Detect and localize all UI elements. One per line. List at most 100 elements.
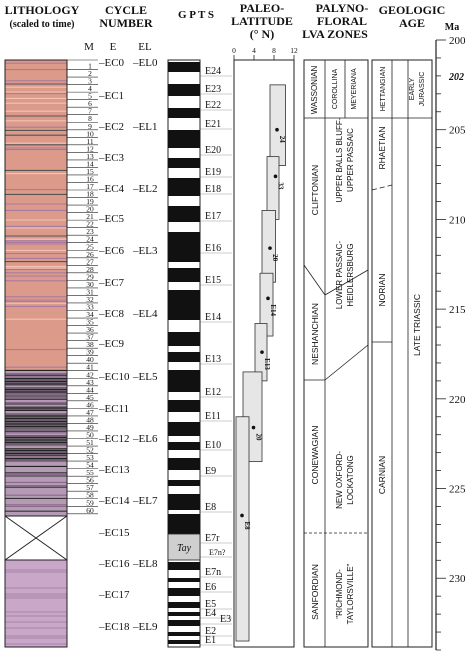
zone-richmond-2: TAYLORSVILLE": [346, 563, 355, 624]
paleolat-header-1: PALEO-: [240, 1, 284, 15]
e-cycle-label: –EC10: [98, 371, 130, 383]
cycle-number-label: 8: [88, 114, 92, 123]
ma-tick-label: 225: [449, 484, 465, 496]
paleolat-point: [268, 246, 272, 250]
gpts-chron-label: E21: [205, 119, 221, 130]
cycle-number-label: 33: [86, 302, 94, 311]
cycle-number-label: 50: [86, 431, 94, 440]
lithology-frame: [4, 59, 68, 648]
normal-polarity-bar: [168, 494, 200, 510]
gpts-chron-label: E18: [205, 184, 221, 195]
gpts-chron-label: E12: [205, 387, 221, 398]
normal-polarity-bar: [168, 612, 200, 616]
lithology-gap-cross-2: [4, 515, 68, 561]
gpts-chron-label: E2: [205, 626, 216, 637]
zone-lower-passaic-2: HEIDLERSBURG: [346, 243, 355, 306]
paleolat-error-box: [261, 210, 276, 283]
cycle-number-label: 12: [86, 144, 94, 153]
normal-polarity-bar: [168, 588, 200, 596]
paleolat-point-label: 20: [255, 434, 263, 442]
cycle-number-label: 60: [86, 506, 94, 515]
zone-cliftonian: CLIFTONIAN: [310, 165, 320, 215]
paleolat-tick-label: 0: [232, 46, 236, 55]
gpts-chron-label: E23: [205, 84, 221, 95]
cycle-number-label: 46: [86, 400, 94, 409]
cycle-number-label: 11: [86, 137, 93, 146]
cycle-number-label: 52: [86, 446, 94, 455]
gpts-chron-label: E9: [205, 466, 216, 477]
paleolat-point: [273, 174, 278, 179]
zone-new-oxford-1: NEW OXFORD-: [335, 451, 344, 509]
geologic-subheader: AGE: [399, 16, 425, 30]
el-cycle-labels: –EL0 –EL1 –EL2 –EL3 –EL4 –EL5 –EL6 –EL7 –EL8 –EL9: [132, 57, 158, 633]
cycle-number-label: 27: [86, 257, 94, 266]
gpts-chron-label: E14: [205, 312, 221, 323]
geologic-header: GEOLOGIC: [379, 3, 446, 17]
normal-polarity-bar: [168, 442, 200, 450]
paleolat-point-label: 20: [271, 254, 279, 262]
paleolat-header-3: (° N): [250, 27, 274, 41]
epoch-early-2: JURASSIC: [419, 72, 426, 107]
cycle-number-label: 45: [86, 393, 94, 402]
cycle-number-label: 18: [86, 190, 94, 199]
lithology-purple-base: [5, 370, 67, 516]
el-cycle-label: –EL5: [132, 371, 158, 383]
gpts-polarity-bars: [168, 62, 200, 644]
gpts-chron-label: E24: [205, 66, 221, 77]
e-cycle-label: –EC14: [98, 495, 130, 507]
e-cycle-label: –EC7: [98, 277, 125, 289]
cycle-number-label: 49: [86, 423, 94, 432]
cycle-number-label: 39: [86, 348, 94, 357]
cycle-number-label: 4: [88, 84, 92, 93]
cycle-number-label: 44: [86, 385, 94, 394]
cycle-number-label: 16: [86, 174, 94, 183]
lithology-header: LITHOLOGY: [5, 3, 80, 17]
gpts-chron-label: E13: [205, 354, 221, 365]
cycle-number-label: 32: [86, 295, 94, 304]
normal-polarity-bar: [168, 422, 200, 436]
normal-polarity-bar: [168, 400, 200, 412]
ma-tick-label: 200: [449, 35, 465, 47]
normal-polarity-bar: [168, 332, 200, 346]
e-cycle-label: –EC5: [98, 213, 125, 225]
ma-tick-label: 202: [448, 72, 464, 83]
palyno-bound-1a: [303, 264, 326, 296]
normal-polarity-bar: [168, 602, 200, 608]
gpts-chron-label: E8: [205, 502, 216, 513]
cycle-number-column: 1234567891011121314151617181920212223242…: [67, 59, 98, 515]
cycle-number-label: 20: [86, 205, 94, 214]
geo-rhaetian-norian: [371, 184, 393, 191]
paleolat-header-2: LATITUDE: [231, 14, 293, 28]
normal-polarity-bar: [168, 620, 200, 626]
cycle-number-label: 56: [86, 476, 94, 485]
cycle-number-label: 38: [86, 340, 94, 349]
cycle-number-label: 5: [88, 92, 92, 101]
cycle-number-label: 22: [86, 220, 94, 229]
normal-polarity-bar: [168, 62, 200, 72]
normal-polarity-bar: [168, 232, 200, 262]
gpts-chron-label: E7r: [205, 533, 220, 544]
el-cycle-label: –EL9: [132, 621, 158, 633]
cycle-number-label: 15: [86, 167, 94, 176]
e-cycle-label: –EC1: [98, 90, 124, 102]
e-cycle-label: –EC9: [98, 338, 125, 350]
gpts-chron-label: E17: [205, 211, 221, 222]
e-cycle-label: –EC6: [98, 245, 125, 257]
el-cycle-label: –EL7: [132, 495, 158, 507]
zone-upper-balls-2: UPPER PASSAIC: [346, 128, 355, 192]
e-cycle-label: –EC18: [98, 621, 130, 633]
cycle-number-label: 21: [86, 212, 94, 221]
paleolat-point: [275, 127, 279, 132]
normal-polarity-bar: [168, 562, 200, 570]
palyno-header-2: FLORAL: [317, 14, 367, 28]
normal-polarity-bar: [168, 268, 200, 282]
gpts-header: G P T S: [178, 9, 214, 21]
gpts-chron-labels: E24 E23 E22 E21 E20 E19 E18 E17 E16 E15 E14 E13 E12 E…: [200, 66, 232, 646]
cycle-number-label: 3: [88, 77, 92, 86]
cycle-number-label: 7: [88, 107, 92, 116]
cycle-number-label: 43: [86, 378, 94, 387]
cycle-number-label: 40: [86, 355, 94, 364]
paleolat-tick-label: 8: [272, 46, 276, 55]
ma-tick-label: 215: [449, 304, 465, 316]
normal-polarity-bar: [168, 632, 200, 636]
